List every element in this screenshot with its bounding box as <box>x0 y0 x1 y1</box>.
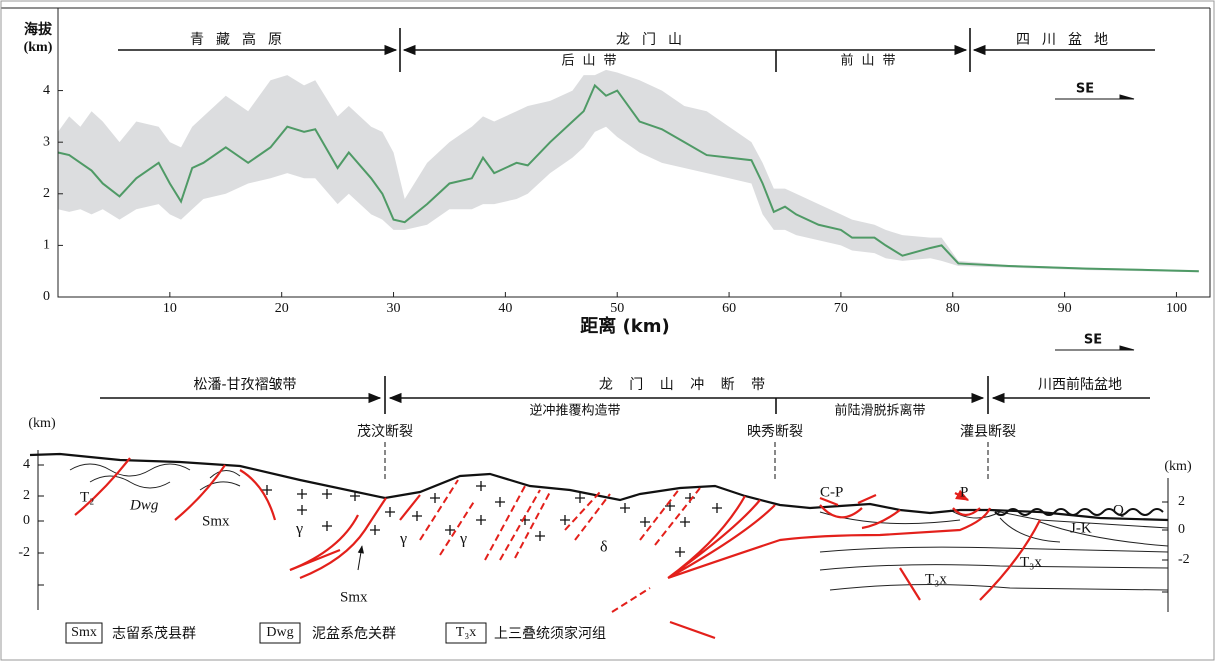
unit-label: Q <box>1113 502 1124 518</box>
unit-label: Smx <box>202 513 230 529</box>
unit-label: T₃x <box>1020 554 1042 570</box>
unit-label: C-P <box>820 484 843 500</box>
right-tick-label: 0 <box>1178 522 1185 537</box>
legend-label: 志留系茂县群 <box>112 625 196 642</box>
unit-label: Smx <box>340 589 368 605</box>
fault-motion-arrow <box>290 493 968 638</box>
x-tick-label: 70 <box>834 301 848 316</box>
region-label: 龙 门 山 冲 断 带 <box>599 377 771 393</box>
x-tick-label: 100 <box>1166 301 1187 316</box>
legend-label: 泥盆系危关群 <box>312 626 396 642</box>
subregion-label: 前山带 <box>840 53 903 69</box>
label-pointer <box>358 546 362 570</box>
left-axis-ticks <box>38 465 44 585</box>
legend-symbol: Smx <box>71 625 97 640</box>
subzone-label: 逆冲推覆构造带 <box>529 403 620 419</box>
elevation-range-band <box>58 70 1199 272</box>
region-label: 龙门山 <box>616 32 694 48</box>
region-label: 四川盆地 <box>1016 32 1120 48</box>
right-tick-label: 2 <box>1178 494 1185 509</box>
region-label: 松潘-甘孜褶皱带 <box>193 377 296 393</box>
fault-label: 茂汶断裂 <box>357 423 413 440</box>
left-tick-label: -2 <box>18 545 30 560</box>
unit-label: J-K <box>1070 520 1092 536</box>
axis-label: (km) <box>1164 459 1192 474</box>
unit-label: P <box>960 484 968 500</box>
left-tick-label: 4 <box>23 457 30 472</box>
x-tick-label: 90 <box>1058 301 1072 316</box>
direction-label: SE <box>1084 333 1102 348</box>
axis-label: (km) <box>28 416 56 431</box>
x-axis-label: 距离 (km) <box>580 315 669 337</box>
y-tick-label: 1 <box>43 238 50 253</box>
region-label: 川西前陆盆地 <box>1038 376 1122 393</box>
strata <box>70 464 1168 590</box>
unit-label: Dwg <box>129 497 159 513</box>
x-tick-label: 30 <box>387 301 401 316</box>
y-tick-label: 2 <box>43 186 50 201</box>
unit-label: γ <box>295 521 303 538</box>
subzone-label: 前陆滑脱拆离带 <box>834 403 925 419</box>
region-label: 青藏高原 <box>190 31 294 48</box>
figure: 01234102030405060708090100 海拔 (km) 距离 (k… <box>0 0 1215 661</box>
legend-symbol: Dwg <box>266 625 293 640</box>
y-tick-label: 3 <box>43 134 50 149</box>
cross-section: SE 松潘-甘孜褶皱带 龙 门 山 冲 断 带 川西前陆盆地 逆冲推覆构造带 前… <box>18 333 1192 644</box>
unit-label: δ <box>600 539 608 556</box>
subregion-label: 后山带 <box>561 54 624 69</box>
unit-label: γ <box>459 531 467 548</box>
fault-label: 映秀断裂 <box>747 424 803 440</box>
x-tick-label: 10 <box>163 301 177 316</box>
right-tick-label: -2 <box>1178 552 1190 567</box>
direction-label: SE <box>1076 82 1094 97</box>
unit-label: T₃x <box>925 571 947 587</box>
x-tick-label: 20 <box>275 301 289 316</box>
left-tick-label: 2 <box>23 488 30 503</box>
x-tick-label: 80 <box>946 301 960 316</box>
left-tick-label: 0 <box>23 513 30 528</box>
x-tick-label: 50 <box>610 301 624 316</box>
unit-label: T₂ <box>80 489 94 505</box>
y-tick-label: 4 <box>43 83 50 98</box>
x-tick-label: 60 <box>722 301 736 316</box>
y-tick-label: 0 <box>43 289 50 304</box>
y-axis-label: (km) <box>24 40 53 55</box>
legend-symbol: T₃x <box>456 625 476 640</box>
direction-arrow <box>1055 95 1134 99</box>
right-axis-ticks <box>1162 502 1168 592</box>
y-axis-label: 海拔 <box>24 21 53 38</box>
legend-label: 上三叠统须家河组 <box>494 625 606 642</box>
x-tick-label: 40 <box>498 301 512 316</box>
fault-label: 灌县断裂 <box>960 424 1016 440</box>
unit-label: γ <box>399 531 407 548</box>
